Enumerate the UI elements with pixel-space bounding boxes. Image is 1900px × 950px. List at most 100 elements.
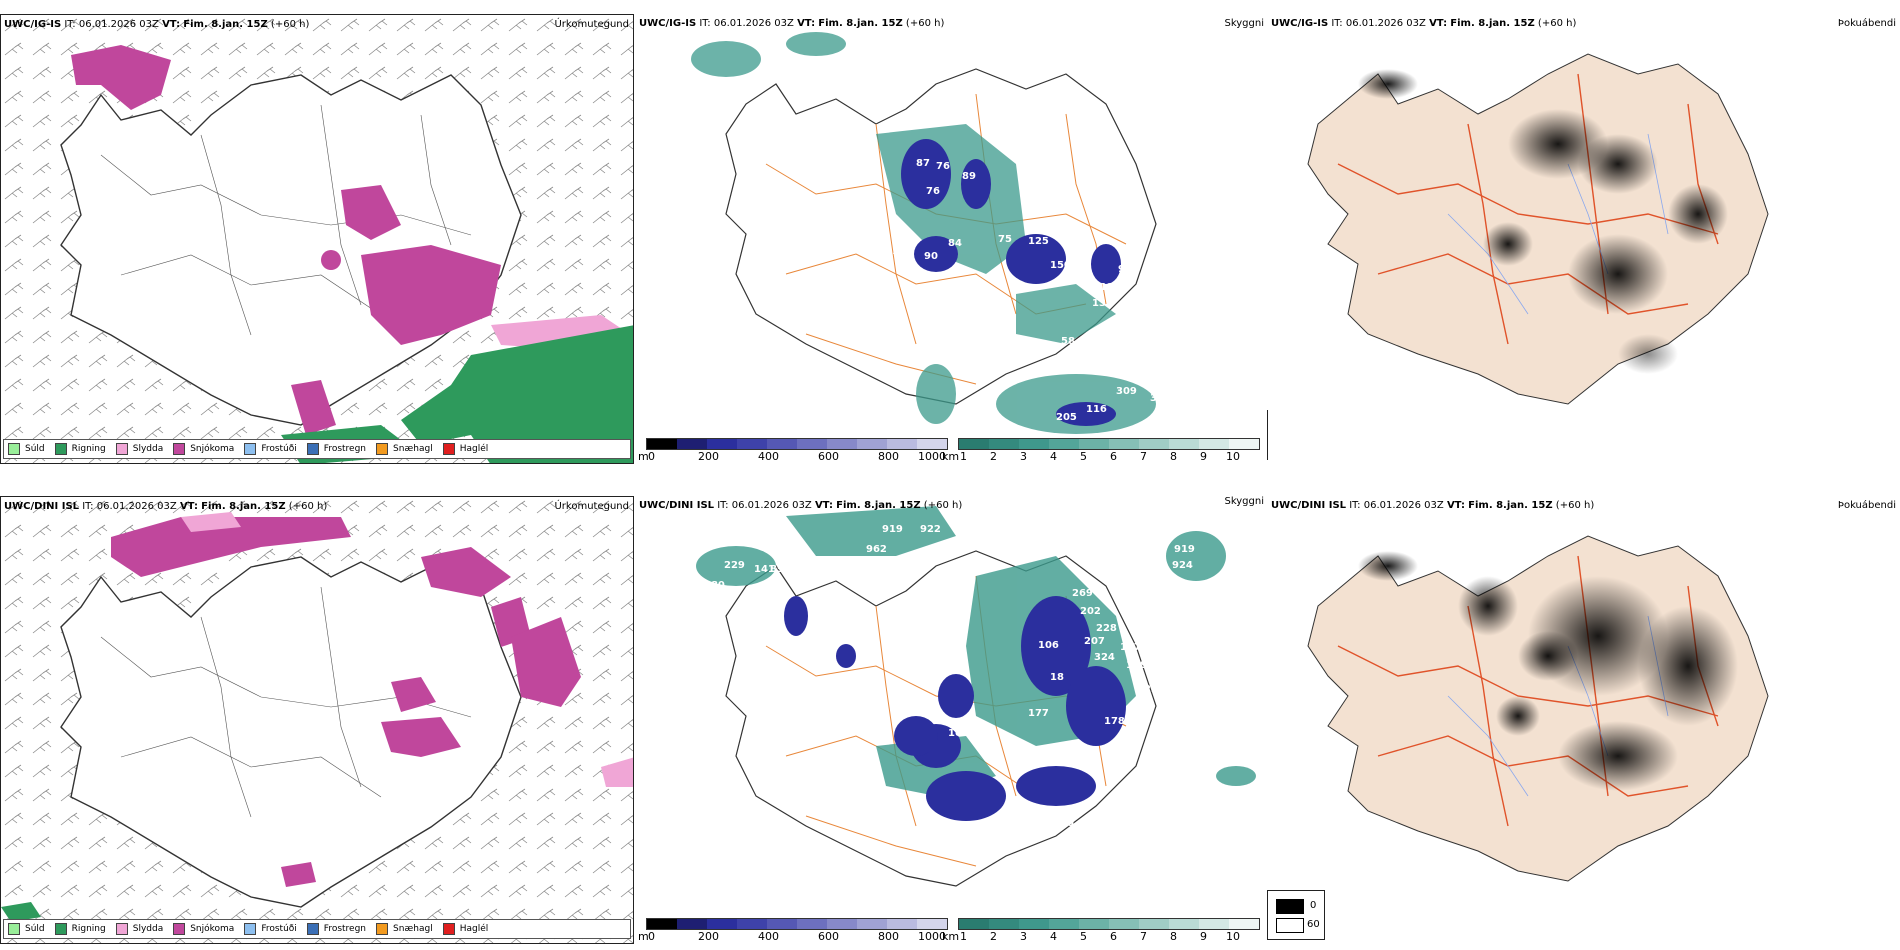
it-value: 06.01.2026 03Z bbox=[96, 501, 177, 512]
vt-value: Fim. 8.jan. 15Z bbox=[183, 19, 268, 30]
panel-title: Úrkomutegund bbox=[554, 19, 629, 30]
cloud-label: 124 bbox=[1176, 620, 1197, 631]
legend-swatch-rigning bbox=[54, 443, 67, 455]
colorbar-step bbox=[677, 439, 707, 449]
cloud-colorbar-m: m 0 200 400 600 800 1000 bbox=[638, 918, 948, 944]
colorbar-step bbox=[677, 919, 707, 929]
legend-label: Frostúði bbox=[261, 444, 297, 454]
cloud-blue-areas bbox=[901, 139, 1121, 426]
legend-item-snjokoma: Snjókoma bbox=[173, 443, 234, 455]
cloud-label: 18 bbox=[1050, 672, 1064, 683]
vt-value: Fim. 8.jan. 15Z bbox=[201, 501, 286, 512]
cloud-height-labels: 919 922 962 229 141 892 180 269 202 228 … bbox=[704, 524, 1197, 829]
model-name: UWC/IG-IS bbox=[1271, 18, 1329, 29]
cloud-label: 205 bbox=[1056, 412, 1077, 423]
cloud-label: 86 bbox=[1058, 744, 1072, 755]
colorbar-step bbox=[917, 439, 947, 449]
cloud-label: 109 bbox=[1016, 746, 1037, 757]
colorbar-step bbox=[1079, 439, 1109, 449]
legend-item-frostudi: Frostúði bbox=[244, 923, 297, 935]
colorbar-tick: 1 bbox=[960, 450, 967, 463]
colorbar-step bbox=[1169, 439, 1199, 449]
cloud-panel-bottom: 919 922 962 229 141 892 180 269 202 228 … bbox=[636, 496, 1266, 944]
colorbar-tick: 7 bbox=[1140, 450, 1147, 463]
colorbar-tick: 10 bbox=[1226, 930, 1240, 943]
legend-item-frostregn: Frostregn bbox=[306, 923, 366, 935]
iceland-outline bbox=[60, 556, 522, 908]
legend-item-snjokoma: Snjókoma bbox=[173, 923, 234, 935]
cloud-label: 125 bbox=[1028, 236, 1049, 247]
precip-type-panel-top: UWC/IG-IS IT: 06.01.2026 03Z VT: Fim. 8.… bbox=[0, 14, 634, 464]
snow-areas bbox=[111, 517, 581, 887]
colorbar-step bbox=[1049, 439, 1079, 449]
cloud-label: 146 bbox=[722, 86, 743, 97]
lead-time: (+60 h) bbox=[1555, 500, 1595, 511]
colorbar-tick: 4 bbox=[1050, 450, 1057, 463]
vt-value: Fim. 8.jan. 15Z bbox=[818, 18, 903, 29]
legend-label: Slydda bbox=[132, 444, 164, 454]
cloud-label: 333 bbox=[1150, 393, 1171, 404]
vt-value: Fim. 8.jan. 15Z bbox=[836, 500, 921, 511]
colorbar-m-bar bbox=[646, 438, 948, 450]
fog-shading bbox=[1358, 69, 1728, 374]
colorbar-step bbox=[1199, 439, 1229, 449]
panel-title: Þokuábendi bbox=[1837, 500, 1896, 511]
legend-swatch-frostregn bbox=[306, 443, 319, 455]
panel-header: UWC/IG-IS IT: 06.01.2026 03Z VT: Fim. 8.… bbox=[639, 18, 944, 29]
colorbar-tick: 5 bbox=[1080, 450, 1087, 463]
colorbar-step bbox=[917, 919, 947, 929]
panel-title: Úrkomutegund bbox=[554, 501, 629, 512]
colorbar-tick: 3 bbox=[1020, 450, 1027, 463]
cloud-label: 228 bbox=[1096, 623, 1117, 634]
legend-swatch-frostudi bbox=[244, 443, 257, 455]
cloud-label: 178 bbox=[1104, 716, 1125, 727]
colorbar-tick: 600 bbox=[818, 930, 839, 943]
cloud-label: 141 bbox=[754, 564, 775, 575]
lead-time: (+60 h) bbox=[923, 500, 963, 511]
legend-swatch-rigning bbox=[54, 923, 67, 935]
it-label: IT: bbox=[699, 18, 711, 29]
colorbar-m-bar bbox=[646, 918, 948, 930]
colorbar-step bbox=[857, 919, 887, 929]
cloud-colorbar-km: km 1 2 3 4 5 6 7 8 9 10 bbox=[942, 438, 1260, 464]
legend-label: Haglél bbox=[459, 924, 489, 934]
colorbar-tick: 8 bbox=[1170, 930, 1177, 943]
colorbar-step bbox=[887, 919, 917, 929]
cloud-label: 234 bbox=[1144, 684, 1165, 695]
it-label: IT: bbox=[717, 500, 729, 511]
colorbar-step bbox=[767, 439, 797, 449]
legend-swatch-sold bbox=[8, 923, 20, 935]
colorbar-step bbox=[797, 439, 827, 449]
cloud-label: 89 bbox=[962, 171, 976, 182]
legend-item-sold: Súld bbox=[8, 923, 45, 935]
legend-label: Snjókoma bbox=[190, 924, 235, 934]
colorbar-step bbox=[797, 919, 827, 929]
colorbar-tick: 5 bbox=[1080, 930, 1087, 943]
colorbar-tick: 4 bbox=[1050, 930, 1057, 943]
roads-layer bbox=[100, 104, 472, 336]
colorbar-tick: 10 bbox=[1226, 450, 1240, 463]
panel-title: Skyggni bbox=[1224, 496, 1264, 507]
legend-item-snaehagl: Snæhagl bbox=[376, 443, 433, 455]
legend-swatch-haglel bbox=[442, 923, 455, 935]
cloud-blue-areas bbox=[784, 596, 1126, 821]
cloud-label: 919 bbox=[1174, 544, 1195, 555]
legend-item-haglel: Haglél bbox=[442, 923, 489, 935]
legend-item-frostregn: Frostregn bbox=[306, 443, 367, 455]
colorbar-tick: 1000 bbox=[918, 450, 946, 463]
cloud-label: 178 bbox=[1126, 660, 1147, 671]
colorbar-tick: 6 bbox=[1110, 450, 1117, 463]
legend-label: Frostregn bbox=[323, 444, 367, 454]
cloud-map-bottom: 919 922 962 229 141 892 180 269 202 228 … bbox=[696, 506, 1256, 887]
cloud-colorbar-km: km 1 2 3 4 5 6 7 8 9 10 bbox=[942, 918, 1260, 944]
cloud-label: 90 bbox=[924, 251, 938, 262]
colorbar-tick: 7 bbox=[1140, 930, 1147, 943]
colorbar-step bbox=[1199, 919, 1229, 929]
model-name: UWC/DINI ISL bbox=[4, 501, 80, 512]
colorbar-step bbox=[1139, 439, 1169, 449]
legend-swatch-sold bbox=[8, 443, 20, 455]
fog-shading bbox=[1358, 551, 1738, 791]
colorbar-step bbox=[1049, 919, 1079, 929]
colorbar-step bbox=[959, 919, 989, 929]
legend-swatch-snjokoma bbox=[173, 443, 186, 455]
